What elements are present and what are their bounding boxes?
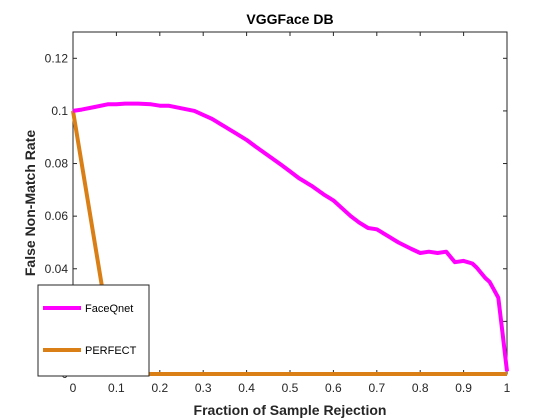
x-tick-label: 0.1 — [108, 381, 125, 395]
legend-box — [37, 284, 150, 377]
legend: FaceQnet PERFECT — [37, 284, 150, 377]
y-tick-label: 0.1 — [51, 104, 68, 118]
y-tick-label: 0.06 — [45, 209, 69, 223]
y-axis-label: False Non-Match Rate — [22, 130, 38, 276]
x-tick-label: 0.5 — [282, 381, 299, 395]
x-tick-label: 0.7 — [368, 381, 385, 395]
x-tick-label: 1 — [504, 381, 511, 395]
y-tick-label: 0.08 — [45, 157, 69, 171]
x-tick-label: 0.9 — [455, 381, 472, 395]
x-ticks: 0 0.1 0.2 0.3 0.4 0.5 0.6 0.7 0.8 0.9 1 — [70, 32, 511, 395]
x-tick-label: 0.3 — [195, 381, 212, 395]
x-tick-label: 0.4 — [238, 381, 255, 395]
x-tick-label: 0.6 — [325, 381, 342, 395]
legend-label-perfect: PERFECT — [85, 345, 137, 357]
series-line-faceqnet — [72, 101, 509, 372]
legend-label-faceqnet: FaceQnet — [85, 303, 133, 315]
chart-title: VGGFace DB — [246, 11, 333, 27]
x-tick-label: 0 — [70, 381, 77, 395]
x-tick-label: 0.2 — [151, 381, 168, 395]
y-tick-label: 0.12 — [45, 51, 69, 65]
x-axis-label: Fraction of Sample Rejection — [194, 402, 387, 418]
x-tick-label: 0.8 — [412, 381, 429, 395]
y-tick-label: 0.04 — [45, 262, 69, 276]
